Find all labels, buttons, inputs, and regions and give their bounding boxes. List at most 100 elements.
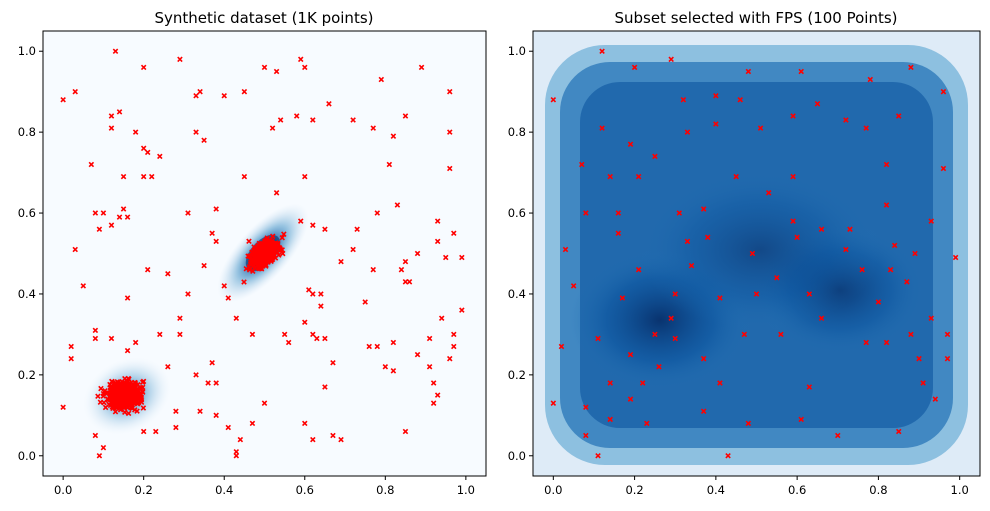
data-point	[920, 380, 926, 386]
data-point	[72, 246, 78, 253]
data-point	[757, 125, 764, 131]
data-point	[402, 428, 409, 435]
data-point	[847, 226, 853, 232]
data-point	[338, 436, 344, 443]
data-point	[129, 395, 136, 402]
data-point	[177, 315, 183, 321]
data-point	[302, 64, 308, 71]
data-point	[310, 117, 316, 123]
data-point	[928, 218, 935, 224]
data-point	[434, 238, 441, 245]
data-point	[595, 335, 601, 342]
data-point	[102, 404, 109, 411]
data-point	[60, 97, 66, 103]
y-tick-label: 0.8	[18, 125, 36, 139]
data-point	[414, 351, 421, 358]
data-point	[446, 165, 453, 172]
data-point	[310, 436, 316, 443]
data-point	[261, 400, 268, 406]
cluster-points	[95, 231, 287, 417]
data-point	[108, 113, 115, 119]
data-point	[887, 266, 894, 273]
data-point	[275, 252, 282, 258]
data-point	[818, 226, 825, 232]
data-point	[446, 129, 453, 135]
data-point	[110, 392, 116, 399]
data-point	[257, 246, 264, 253]
data-point	[92, 335, 99, 342]
data-point	[607, 416, 613, 423]
data-point	[912, 250, 918, 257]
chart-title: Synthetic dataset (1K points)	[155, 9, 374, 27]
data-point	[583, 404, 589, 410]
y-tick-label: 0.0	[508, 449, 526, 463]
data-point	[765, 190, 772, 196]
data-point	[225, 424, 232, 431]
x-tick-label: 1.0	[951, 483, 969, 497]
data-point	[118, 403, 125, 410]
data-point	[908, 64, 914, 71]
data-point	[700, 355, 707, 362]
data-point	[700, 408, 707, 415]
plot-frame	[532, 30, 981, 477]
data-point	[374, 343, 381, 350]
data-point	[173, 408, 179, 415]
data-point	[177, 331, 183, 338]
scatter-points	[550, 48, 959, 459]
data-point	[132, 407, 138, 413]
data-point	[398, 266, 405, 273]
data-point	[140, 405, 147, 411]
data-point	[265, 249, 272, 256]
data-point	[578, 161, 585, 168]
data-point	[247, 259, 254, 266]
data-point	[124, 295, 131, 301]
data-point	[100, 444, 107, 451]
data-point	[713, 92, 719, 99]
data-point	[390, 339, 397, 346]
data-point	[269, 233, 276, 240]
data-point	[124, 214, 131, 220]
data-point	[672, 335, 678, 342]
data-point	[350, 246, 356, 253]
data-point	[928, 315, 935, 321]
data-point	[619, 295, 626, 301]
data-point	[124, 386, 130, 393]
x-tick-label: 0.8	[376, 483, 394, 497]
data-point	[310, 222, 316, 228]
data-point	[627, 141, 634, 148]
data-point	[173, 424, 179, 431]
data-point	[430, 400, 437, 406]
data-point	[266, 256, 272, 263]
data-point	[790, 113, 796, 119]
data-point	[895, 113, 902, 119]
data-point	[213, 380, 219, 386]
data-point	[133, 390, 140, 397]
data-point	[378, 76, 385, 83]
data-point	[883, 161, 890, 168]
data-point	[451, 230, 457, 237]
data-point	[144, 149, 151, 156]
data-point	[806, 384, 813, 390]
data-point	[165, 364, 171, 370]
x-tick-label: 1.0	[457, 483, 475, 497]
data-point	[627, 396, 634, 402]
data-point	[277, 117, 284, 123]
data-point	[806, 291, 813, 297]
data-point	[128, 388, 135, 394]
data-point	[753, 291, 760, 297]
data-point	[916, 355, 922, 362]
data-point	[253, 255, 259, 262]
data-point	[459, 307, 465, 313]
data-point	[366, 343, 372, 350]
data-point	[185, 210, 191, 216]
data-point	[144, 266, 151, 273]
data-point	[132, 339, 139, 346]
data-point	[583, 432, 589, 439]
data-point	[267, 246, 273, 252]
data-point	[96, 453, 103, 459]
data-point	[940, 88, 947, 95]
data-point	[607, 173, 613, 180]
data-point	[863, 125, 869, 131]
data-point	[261, 64, 268, 71]
data-point	[867, 76, 874, 83]
